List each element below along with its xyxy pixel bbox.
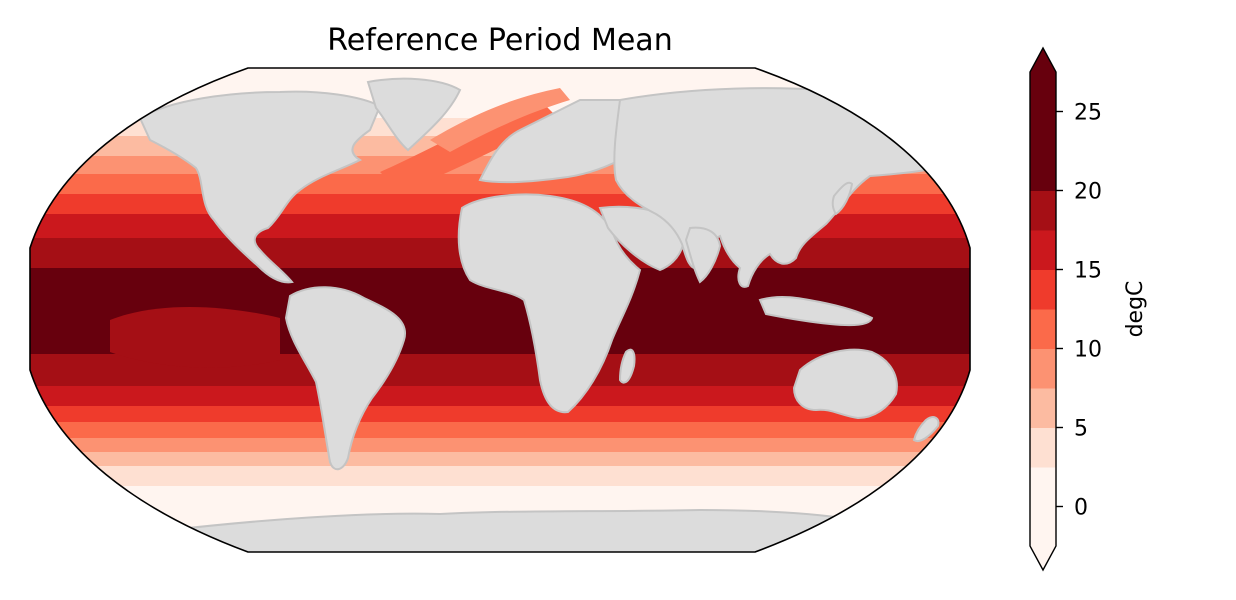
colorbar-segment bbox=[1030, 467, 1056, 547]
arabia bbox=[598, 205, 685, 272]
antarctica bbox=[169, 508, 881, 552]
colorbar-tick-label: 25 bbox=[1074, 101, 1102, 126]
gulf-stream-warm bbox=[380, 100, 560, 192]
australia bbox=[792, 348, 898, 420]
colorbar-segment bbox=[1030, 427, 1056, 468]
map-title: Reference Period Mean bbox=[327, 23, 672, 58]
band-temperate-south-2 bbox=[30, 422, 970, 440]
colorbar-outline bbox=[1029, 46, 1057, 572]
band-subtropic-south-2 bbox=[30, 386, 970, 408]
colorbar-segment bbox=[1030, 309, 1056, 349]
japan bbox=[831, 181, 854, 216]
africa bbox=[457, 193, 642, 414]
pacific-cold-tongue bbox=[110, 306, 280, 368]
map-panel bbox=[29, 67, 971, 553]
colorbar-label: degC bbox=[1123, 281, 1148, 338]
colorbar-segment bbox=[1030, 190, 1056, 231]
south-america bbox=[284, 286, 407, 471]
colorbar-tick-label: 15 bbox=[1074, 259, 1102, 284]
indonesia bbox=[758, 295, 874, 327]
colorbar-segment bbox=[1030, 269, 1056, 310]
sst-field bbox=[30, 68, 970, 552]
greenland bbox=[366, 77, 462, 152]
colorbar-segment bbox=[1030, 388, 1056, 428]
colorbar-segment bbox=[1030, 111, 1056, 152]
colorbar-ticks: 0 5 10 15 20 25 bbox=[1056, 101, 1102, 521]
colorbar-segment bbox=[1030, 348, 1056, 389]
colorbar-segment bbox=[1030, 151, 1056, 191]
colorbar-segment bbox=[1030, 230, 1056, 270]
colorbar-tick-label: 20 bbox=[1074, 180, 1102, 205]
band-subpolar-south-2 bbox=[30, 466, 970, 488]
colorbar: 0 5 10 15 20 25 degC bbox=[1029, 46, 1148, 572]
colorbar-segment bbox=[1030, 72, 1056, 112]
india bbox=[684, 226, 722, 284]
band-temperate-south-1 bbox=[30, 406, 970, 424]
north-america bbox=[138, 90, 382, 284]
colorbar-tick-label: 10 bbox=[1074, 338, 1102, 363]
gulf-stream-mid bbox=[430, 88, 570, 152]
new-zealand bbox=[912, 416, 940, 442]
map-border bbox=[29, 67, 971, 553]
colorbar-extend-low bbox=[1030, 546, 1056, 570]
band-temperate-south-3 bbox=[30, 438, 970, 454]
colorbar-extend-high bbox=[1030, 48, 1056, 72]
madagascar bbox=[618, 348, 636, 384]
colorbar-segments bbox=[1030, 48, 1056, 570]
colorbar-tick-label: 0 bbox=[1074, 496, 1088, 521]
colorbar-tick-label: 5 bbox=[1074, 417, 1088, 442]
band-subpolar-south-1 bbox=[30, 452, 970, 468]
